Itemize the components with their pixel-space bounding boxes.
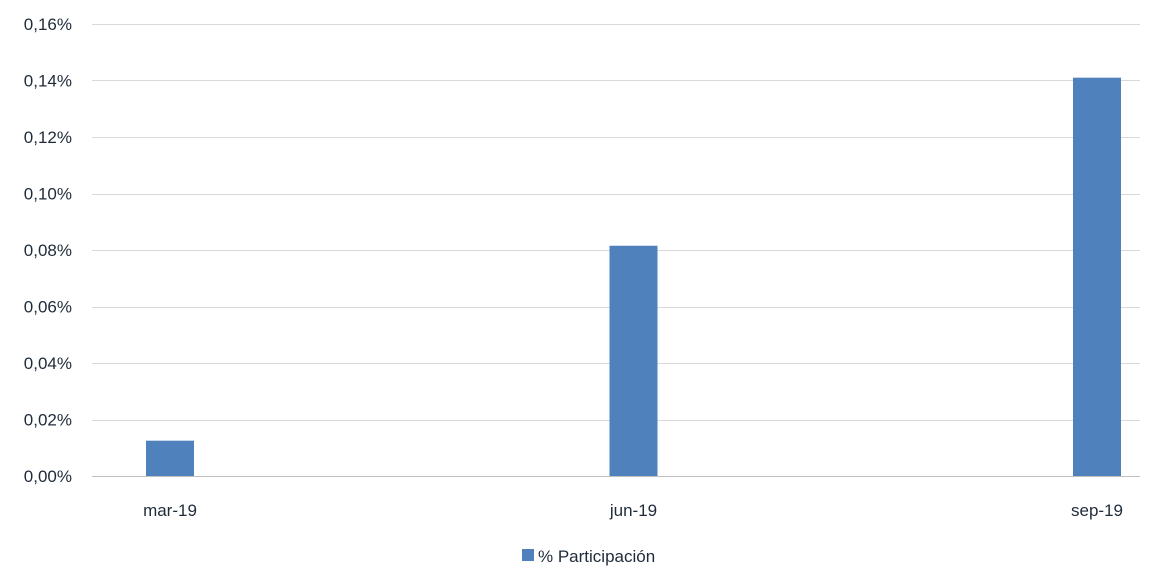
x-tick-label: mar-19 (143, 501, 197, 520)
y-tick-label: 0,00% (24, 467, 72, 486)
y-tick-label: 0,16% (24, 15, 72, 34)
x-tick-label: jun-19 (609, 501, 657, 520)
y-tick-label: 0,12% (24, 128, 72, 147)
legend-swatch (522, 549, 534, 561)
bar-sep-19 (1073, 77, 1121, 477)
bar-mar-19 (146, 440, 194, 476)
y-tick-label: 0,14% (24, 72, 72, 91)
y-axis-tick-labels: 0,00% 0,02% 0,04% 0,06% 0,08% 0,10% 0,12% 0,14%… (24, 15, 72, 486)
y-tick-label: 0,10% (24, 185, 72, 204)
legend: % Participación (522, 547, 655, 566)
legend-label: % Participación (538, 547, 655, 566)
bar-jun-19 (609, 245, 658, 476)
bars (146, 77, 1121, 477)
x-tick-label: sep-19 (1071, 501, 1123, 520)
y-tick-label: 0,04% (24, 354, 72, 373)
y-tick-label: 0,08% (24, 241, 72, 260)
y-tick-label: 0,06% (24, 298, 72, 317)
x-axis-tick-labels: mar-19 jun-19 sep-19 (143, 501, 1123, 520)
y-tick-label: 0,02% (24, 411, 72, 430)
